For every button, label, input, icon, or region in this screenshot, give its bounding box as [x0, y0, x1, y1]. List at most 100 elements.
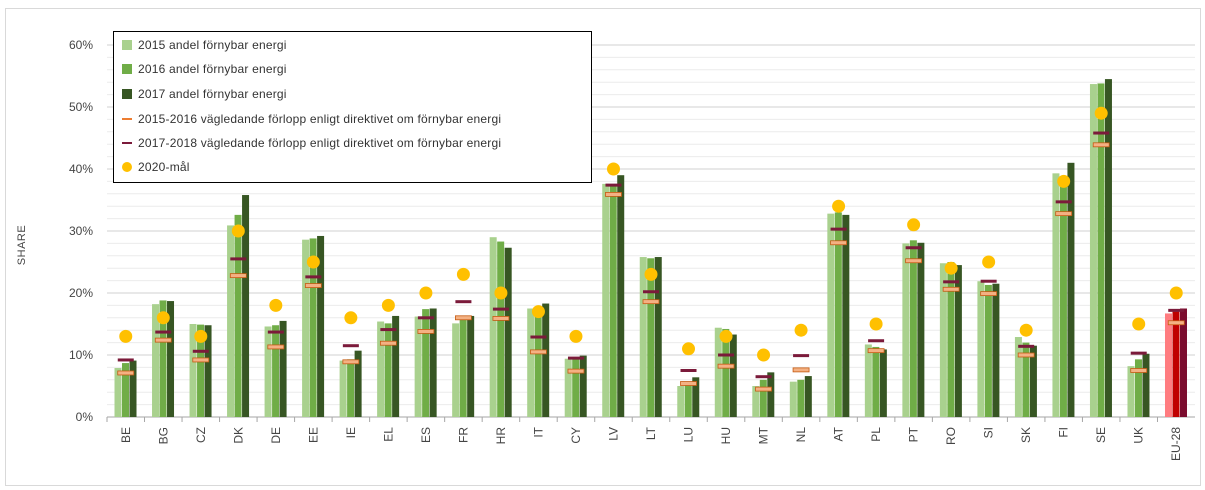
- trajectory-2017-2018-SI: [980, 279, 997, 283]
- bar-AT-2017: [842, 214, 850, 417]
- target-2020-LV: [606, 162, 620, 176]
- target-2020-FI: [1057, 174, 1071, 188]
- x-tick-label-BG: BG: [156, 427, 170, 444]
- bar-PL-2016: [872, 346, 880, 417]
- target-2020-DE: [269, 298, 283, 312]
- target-2020-DK: [231, 224, 245, 238]
- legend-swatch-trajectory-2015-2016: [122, 118, 132, 120]
- target-2020-PT: [907, 218, 921, 232]
- bar-HU-2017: [729, 334, 737, 417]
- bar-LU-2016: [684, 383, 692, 417]
- target-2020-ES: [419, 286, 433, 300]
- bar-DK-2017: [242, 195, 250, 417]
- x-tick-label-DK: DK: [231, 427, 245, 444]
- trajectory-2017-2018-IT: [530, 335, 547, 339]
- bar-EU-28-2016: [1172, 311, 1180, 417]
- trajectory-2015-2016-IE: [342, 359, 360, 365]
- x-tick-label-FR: FR: [456, 427, 470, 443]
- bar-UK-2016: [1134, 359, 1142, 417]
- x-tick-label-SK: SK: [1019, 427, 1033, 443]
- x-tick-label-IE: IE: [344, 427, 358, 438]
- trajectory-2017-2018-EL: [380, 328, 397, 332]
- x-tick-label-CY: CY: [569, 427, 583, 444]
- target-2020-CZ: [194, 329, 208, 343]
- target-2020-BG: [156, 311, 170, 325]
- trajectory-2015-2016-AT: [830, 240, 847, 246]
- bar-PT-2015: [902, 243, 910, 417]
- bar-MT-2017: [767, 372, 775, 417]
- trajectory-2017-2018-IE: [342, 344, 359, 348]
- trajectory-2015-2016-DE: [267, 344, 285, 350]
- bar-SE-2015: [1089, 84, 1097, 417]
- bar-SK-2016: [1022, 342, 1030, 417]
- bar-DE-2015: [264, 326, 272, 417]
- bar-AT-2015: [827, 213, 835, 417]
- bar-BG-2015: [152, 304, 160, 417]
- x-tick-label-ES: ES: [419, 427, 433, 443]
- bar-NL-2016: [797, 379, 805, 417]
- bar-FI-2016: [1059, 177, 1067, 417]
- legend-item-2017: 2017 andel förnybar energi: [122, 84, 287, 104]
- bar-PT-2016: [909, 240, 917, 417]
- legend-item-2015: 2015 andel förnybar energi: [122, 35, 287, 55]
- bar-EE-2016: [309, 238, 317, 417]
- bar-SE-2016: [1097, 83, 1105, 417]
- bar-EL-2017: [392, 315, 400, 417]
- bar-EE-2017: [317, 235, 325, 417]
- legend-label-target-2020: 2020-mål: [138, 160, 190, 174]
- trajectory-2015-2016-HU: [717, 363, 735, 369]
- trajectory-2017-2018-FR: [455, 300, 472, 304]
- target-2020-CY: [569, 329, 583, 343]
- legend-swatch-target-2020: [122, 162, 132, 172]
- trajectory-2015-2016-ES: [417, 329, 435, 334]
- legend-item-trajectory-2017-2018: 2017-2018 vägledande förlopp enligt dire…: [122, 133, 501, 153]
- trajectory-2017-2018-EU-28: [1168, 308, 1185, 312]
- trajectory-2015-2016-BG: [154, 337, 172, 343]
- target-2020-SE: [1094, 106, 1108, 120]
- trajectory-2017-2018-EE: [305, 275, 322, 279]
- y-tick-label: 50%: [69, 100, 93, 114]
- bar-IE-2016: [347, 359, 355, 417]
- x-tick-label-HU: HU: [719, 427, 733, 444]
- x-tick-label-RO: RO: [944, 427, 958, 445]
- trajectory-2015-2016-HR: [492, 316, 510, 321]
- target-2020-BE: [119, 329, 133, 343]
- x-tick-label-UK: UK: [1132, 427, 1146, 444]
- target-2020-UK: [1132, 317, 1146, 331]
- bar-FI-2015: [1052, 173, 1060, 417]
- trajectory-2015-2016-EU-28: [1167, 320, 1185, 326]
- bar-BE-2016: [122, 363, 130, 417]
- bar-DE-2017: [279, 320, 287, 417]
- bar-LT-2016: [647, 258, 655, 417]
- bar-CZ-2015: [189, 324, 197, 417]
- trajectory-2017-2018-DE: [267, 330, 284, 334]
- bar-UK-2015: [1127, 366, 1135, 417]
- bar-ES-2017: [429, 308, 437, 417]
- bar-HR-2017: [504, 247, 512, 417]
- legend-label-2015: 2015 andel förnybar energi: [138, 38, 287, 52]
- trajectory-2015-2016-FI: [1055, 211, 1073, 217]
- bar-CY-2016: [572, 359, 580, 417]
- bar-LV-2015: [602, 183, 610, 417]
- trajectory-2017-2018-AT: [830, 227, 847, 231]
- trajectory-2017-2018-UK: [1130, 351, 1147, 355]
- x-tick-label-EL: EL: [381, 427, 395, 442]
- bar-SK-2015: [1014, 337, 1022, 417]
- x-tick-label-BE: BE: [119, 427, 133, 443]
- trajectory-2015-2016-LT: [642, 299, 660, 305]
- target-2020-LT: [644, 267, 658, 281]
- legend-swatch-2015: [122, 40, 132, 50]
- bar-SI-2017: [992, 283, 1000, 417]
- bar-RO-2015: [939, 263, 947, 417]
- y-tick-label: 20%: [69, 286, 93, 300]
- bar-EE-2015: [302, 239, 310, 417]
- trajectory-2015-2016-FR: [455, 315, 472, 321]
- bar-CY-2017: [579, 355, 587, 417]
- target-2020-NL: [794, 323, 808, 337]
- bar-ES-2015: [414, 316, 422, 417]
- y-axis-label: SHARE: [16, 225, 28, 265]
- target-2020-IE: [344, 311, 358, 325]
- trajectory-2015-2016-SK: [1017, 352, 1035, 358]
- bar-FR-2017: [467, 315, 475, 417]
- bar-EL-2015: [377, 321, 385, 417]
